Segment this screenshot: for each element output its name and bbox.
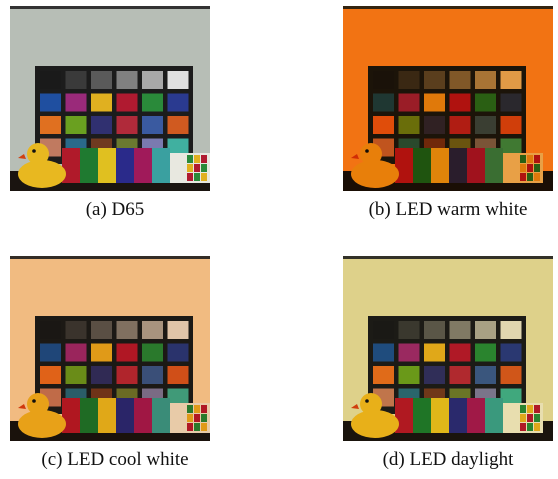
photo: [343, 6, 553, 191]
panel: (c) LED cool white: [10, 256, 220, 441]
caption: (a) D65: [0, 199, 250, 221]
scene: [343, 6, 553, 191]
shape: [10, 6, 210, 191]
shape: [10, 256, 210, 441]
photo: [343, 256, 553, 441]
photo: [10, 256, 210, 441]
shape: [343, 6, 553, 191]
caption: (c) LED cool white: [0, 449, 250, 471]
panel: (a) D65: [10, 6, 220, 191]
scene: [10, 256, 210, 441]
caption: (b) LED warm white: [313, 199, 558, 221]
figure: (a) D65 (b) LED warm white (c) LED cool …: [0, 0, 558, 479]
scene: [10, 6, 210, 191]
panel: (b) LED warm white: [343, 6, 553, 191]
photo: [10, 6, 210, 191]
shape: [343, 256, 553, 441]
panel: (d) LED daylight: [343, 256, 553, 441]
scene: [343, 256, 553, 441]
caption: (d) LED daylight: [313, 449, 558, 471]
